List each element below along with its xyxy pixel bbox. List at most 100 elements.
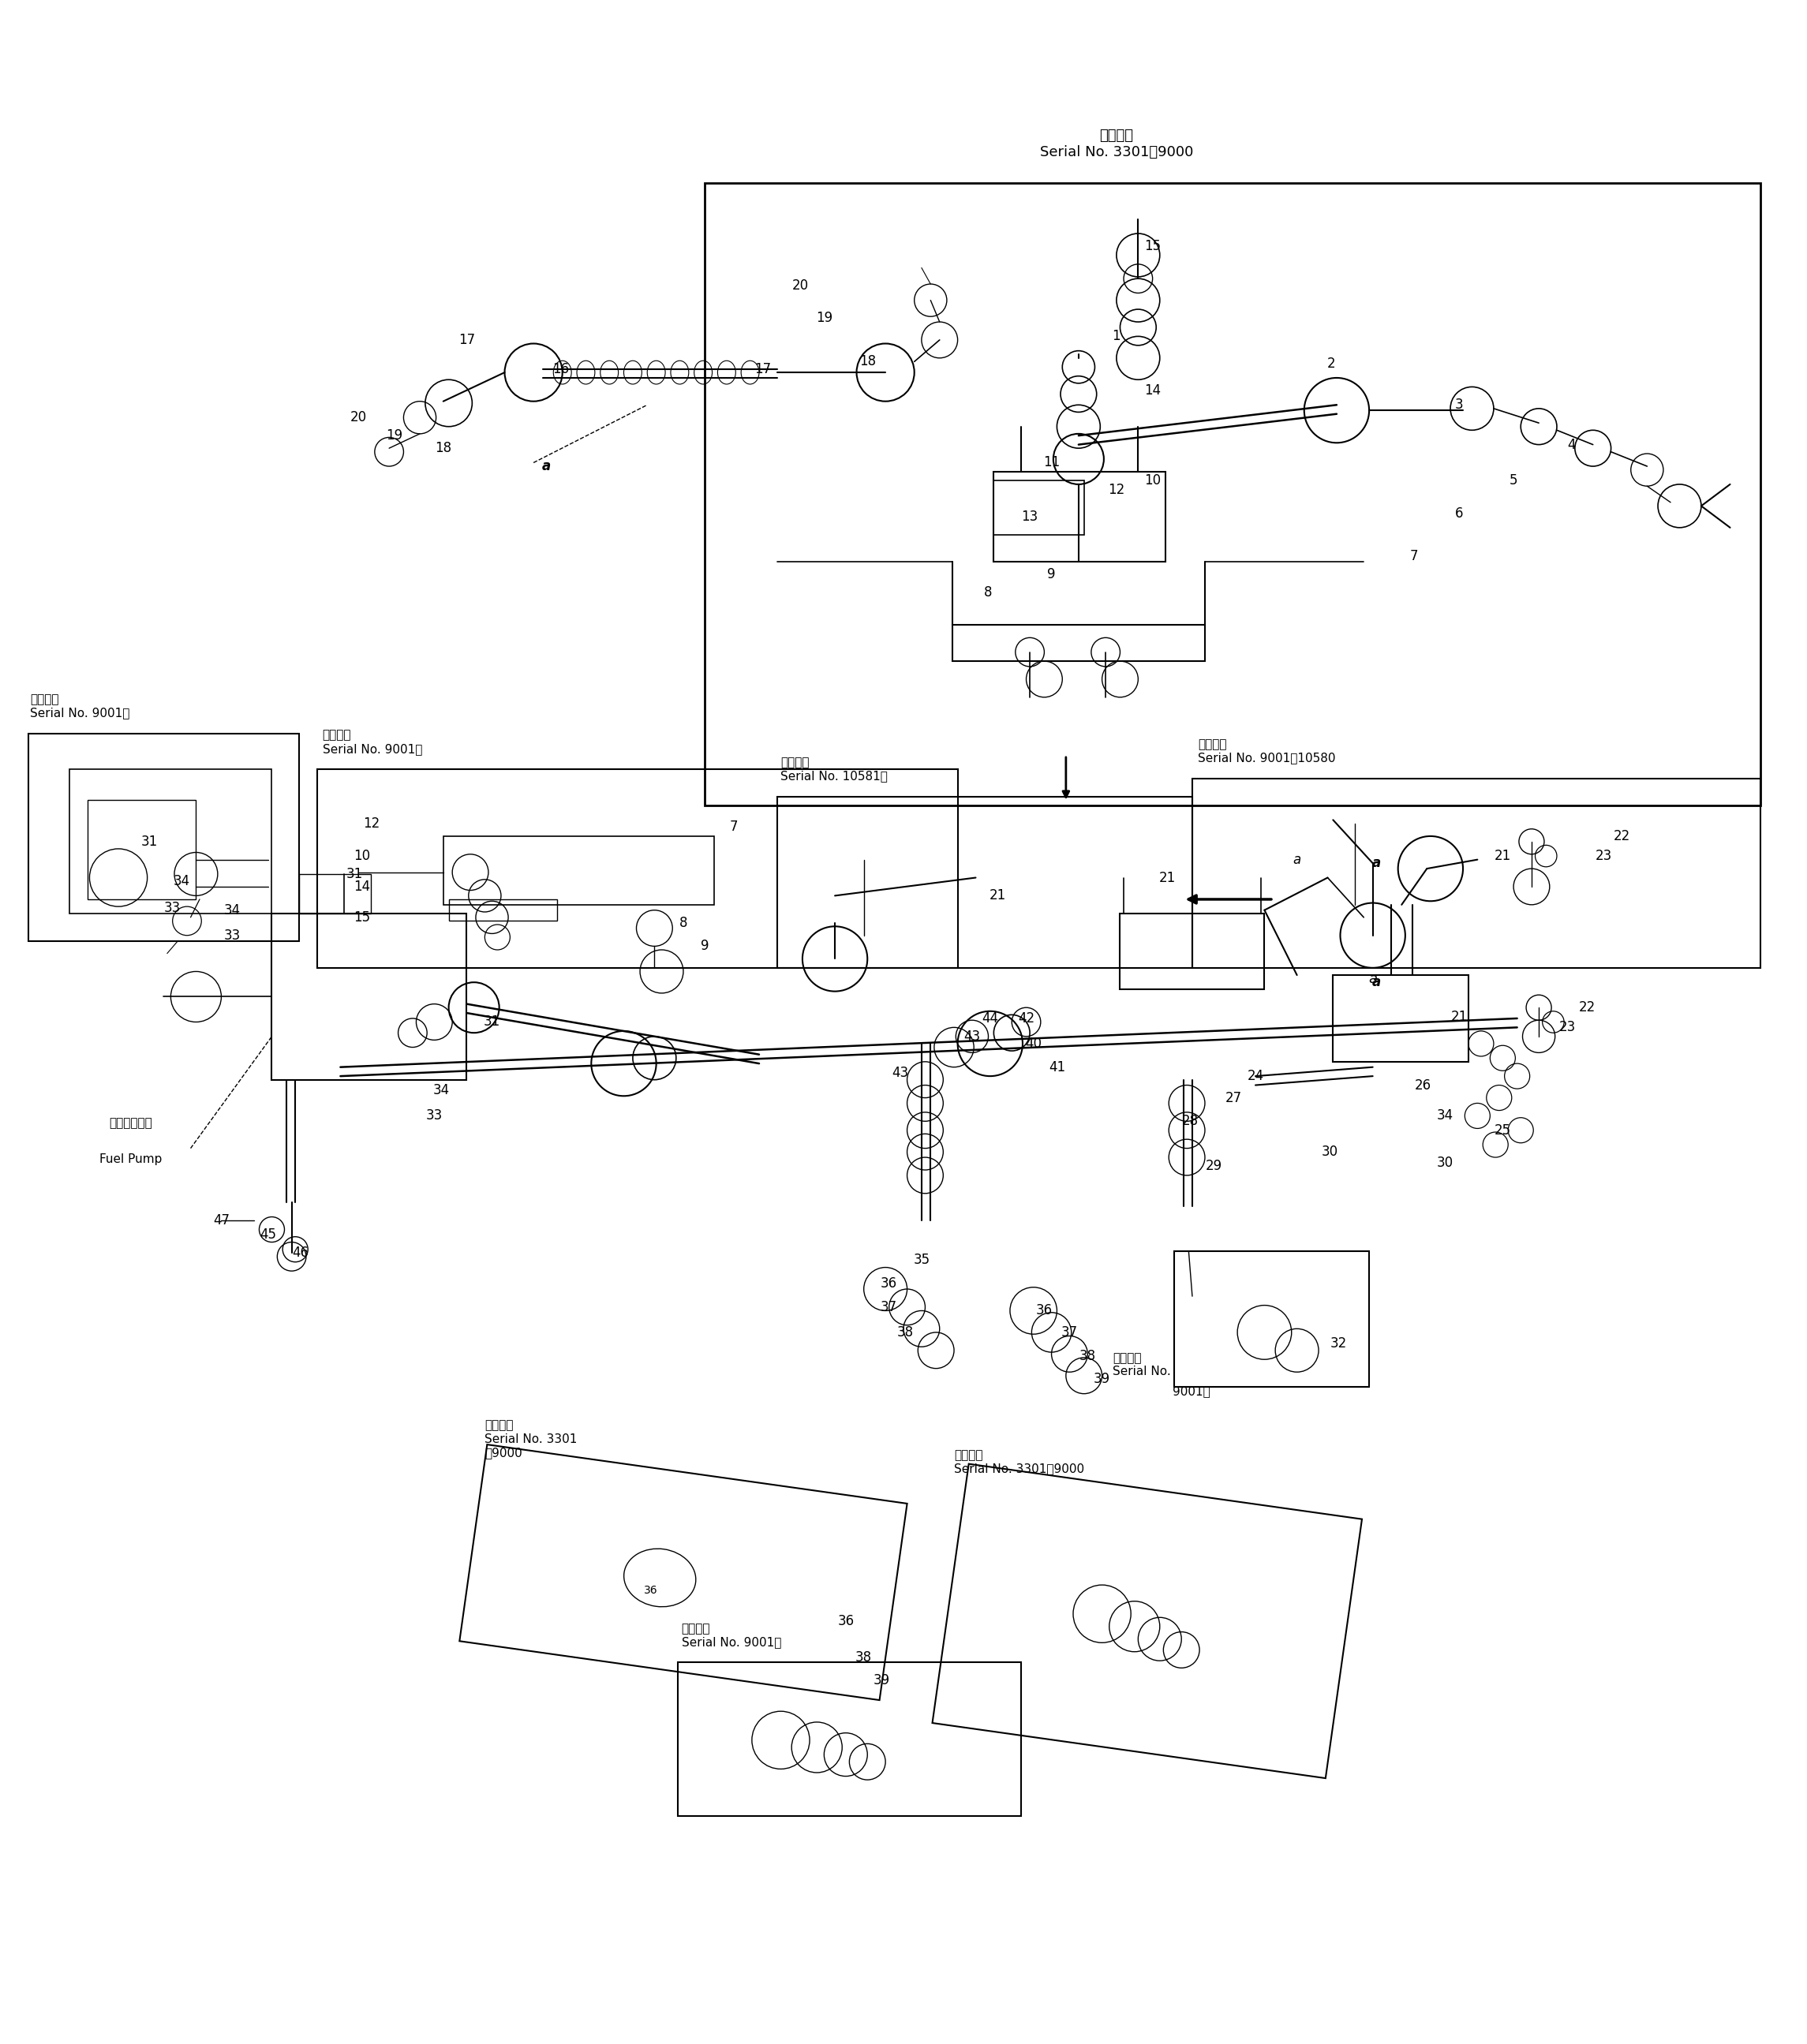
Text: 適用号機
Serial No. 3301
～9000: 適用号機 Serial No. 3301 ～9000 xyxy=(484,1419,578,1459)
Text: 36: 36 xyxy=(1035,1304,1053,1318)
Text: 10: 10 xyxy=(354,848,370,863)
Text: 14: 14 xyxy=(354,879,370,893)
Text: 28: 28 xyxy=(1182,1114,1198,1128)
Text: 適用号機
Serial No. 9001～: 適用号機 Serial No. 9001～ xyxy=(322,730,423,754)
Text: 45: 45 xyxy=(260,1228,276,1243)
Text: 適用号機
Serial No. 3301～9000: 適用号機 Serial No. 3301～9000 xyxy=(954,1449,1084,1476)
Text: 27: 27 xyxy=(1225,1091,1241,1106)
Text: 3: 3 xyxy=(1455,399,1464,413)
Bar xyxy=(448,899,557,922)
Text: 31: 31 xyxy=(347,867,363,881)
Text: 9: 9 xyxy=(1048,568,1055,583)
Text: 34: 34 xyxy=(434,1083,450,1098)
Text: 14: 14 xyxy=(1144,384,1160,399)
Text: 38: 38 xyxy=(1079,1349,1095,1363)
Text: 12: 12 xyxy=(1108,482,1124,497)
Text: 18: 18 xyxy=(435,442,452,456)
Text: 適用号機
Serial No. 3301～9000: 適用号機 Serial No. 3301～9000 xyxy=(1039,129,1193,159)
Text: 42: 42 xyxy=(1017,1012,1035,1026)
Text: Fuel Pump: Fuel Pump xyxy=(99,1153,163,1165)
Text: 6: 6 xyxy=(1455,507,1464,521)
Bar xyxy=(443,836,714,905)
Text: 16: 16 xyxy=(553,362,569,376)
Text: 22: 22 xyxy=(1614,830,1630,844)
Text: a: a xyxy=(542,460,551,474)
Text: 40: 40 xyxy=(1025,1036,1041,1051)
Bar xyxy=(316,769,958,969)
Text: 33: 33 xyxy=(164,901,181,916)
Text: 36: 36 xyxy=(880,1278,898,1290)
Text: 41: 41 xyxy=(1048,1061,1066,1075)
Text: 12: 12 xyxy=(363,816,379,830)
Text: 34: 34 xyxy=(224,903,240,918)
Bar xyxy=(777,797,1193,969)
Text: 適用号機
Serial No. 9001～: 適用号機 Serial No. 9001～ xyxy=(681,1623,781,1647)
Bar xyxy=(298,875,370,914)
Text: 9001～: 9001～ xyxy=(1173,1386,1211,1398)
Text: 5: 5 xyxy=(1509,474,1518,489)
Text: 7: 7 xyxy=(1409,550,1418,564)
Text: a: a xyxy=(1372,856,1381,871)
Text: 20: 20 xyxy=(791,278,810,292)
Text: 適用号機
Serial No.: 適用号機 Serial No. xyxy=(1113,1351,1196,1378)
Text: 30: 30 xyxy=(1437,1155,1453,1169)
Bar xyxy=(994,480,1084,536)
Text: 8: 8 xyxy=(985,585,992,599)
Text: 17: 17 xyxy=(754,362,772,376)
Bar xyxy=(1334,975,1469,1061)
Bar xyxy=(678,1662,1021,1815)
Bar xyxy=(271,914,466,1079)
Text: 適用号機
Serial No. 9001～: 適用号機 Serial No. 9001～ xyxy=(31,693,130,719)
Text: 32: 32 xyxy=(1330,1337,1346,1351)
Text: a: a xyxy=(1292,852,1301,867)
Text: 1: 1 xyxy=(1113,329,1120,343)
Text: 23: 23 xyxy=(1559,1020,1576,1034)
Text: 10: 10 xyxy=(1144,474,1160,489)
Text: a: a xyxy=(1368,971,1377,985)
Text: 31: 31 xyxy=(141,834,157,848)
Text: 21: 21 xyxy=(1451,1010,1467,1024)
Text: 31: 31 xyxy=(484,1016,501,1028)
Text: 39: 39 xyxy=(1093,1372,1109,1386)
Bar xyxy=(994,472,1166,562)
Text: 13: 13 xyxy=(1021,509,1039,523)
Text: 2: 2 xyxy=(1326,356,1335,370)
Text: 17: 17 xyxy=(459,333,475,347)
Text: 11: 11 xyxy=(1043,456,1061,470)
Text: 15: 15 xyxy=(1144,239,1160,253)
Text: a: a xyxy=(1372,975,1381,989)
Text: 34: 34 xyxy=(1437,1108,1453,1122)
Text: 7: 7 xyxy=(730,820,737,834)
Text: 36: 36 xyxy=(837,1615,855,1629)
Text: 9: 9 xyxy=(701,938,708,953)
Bar xyxy=(705,184,1760,805)
Text: 44: 44 xyxy=(981,1012,999,1026)
Bar xyxy=(29,734,298,940)
Text: 46: 46 xyxy=(293,1247,309,1259)
Text: 37: 37 xyxy=(880,1300,898,1314)
Text: 20: 20 xyxy=(351,411,367,425)
Text: 24: 24 xyxy=(1247,1069,1263,1083)
Text: 37: 37 xyxy=(1061,1325,1079,1339)
Text: 38: 38 xyxy=(855,1650,873,1664)
Text: 適用号機
Serial No. 9001～10580: 適用号機 Serial No. 9001～10580 xyxy=(1198,738,1335,764)
Text: 8: 8 xyxy=(679,916,687,930)
Text: 30: 30 xyxy=(1321,1145,1337,1159)
Text: 33: 33 xyxy=(426,1108,443,1122)
Text: 19: 19 xyxy=(387,429,403,444)
Text: 26: 26 xyxy=(1415,1077,1431,1091)
Text: 21: 21 xyxy=(988,889,1006,903)
Bar xyxy=(952,625,1205,660)
Text: 34: 34 xyxy=(173,875,190,889)
Text: 36: 36 xyxy=(643,1584,658,1596)
Bar xyxy=(70,769,271,914)
Bar xyxy=(1175,1251,1370,1386)
Text: 29: 29 xyxy=(1205,1159,1222,1173)
Bar xyxy=(1193,779,1760,969)
Text: 43: 43 xyxy=(963,1030,981,1044)
Text: 43: 43 xyxy=(891,1065,909,1079)
Bar xyxy=(1120,914,1265,989)
Text: 21: 21 xyxy=(1158,871,1175,885)
Text: 適用号機
Serial No. 10581～: 適用号機 Serial No. 10581～ xyxy=(781,756,887,783)
Text: 33: 33 xyxy=(224,928,240,942)
